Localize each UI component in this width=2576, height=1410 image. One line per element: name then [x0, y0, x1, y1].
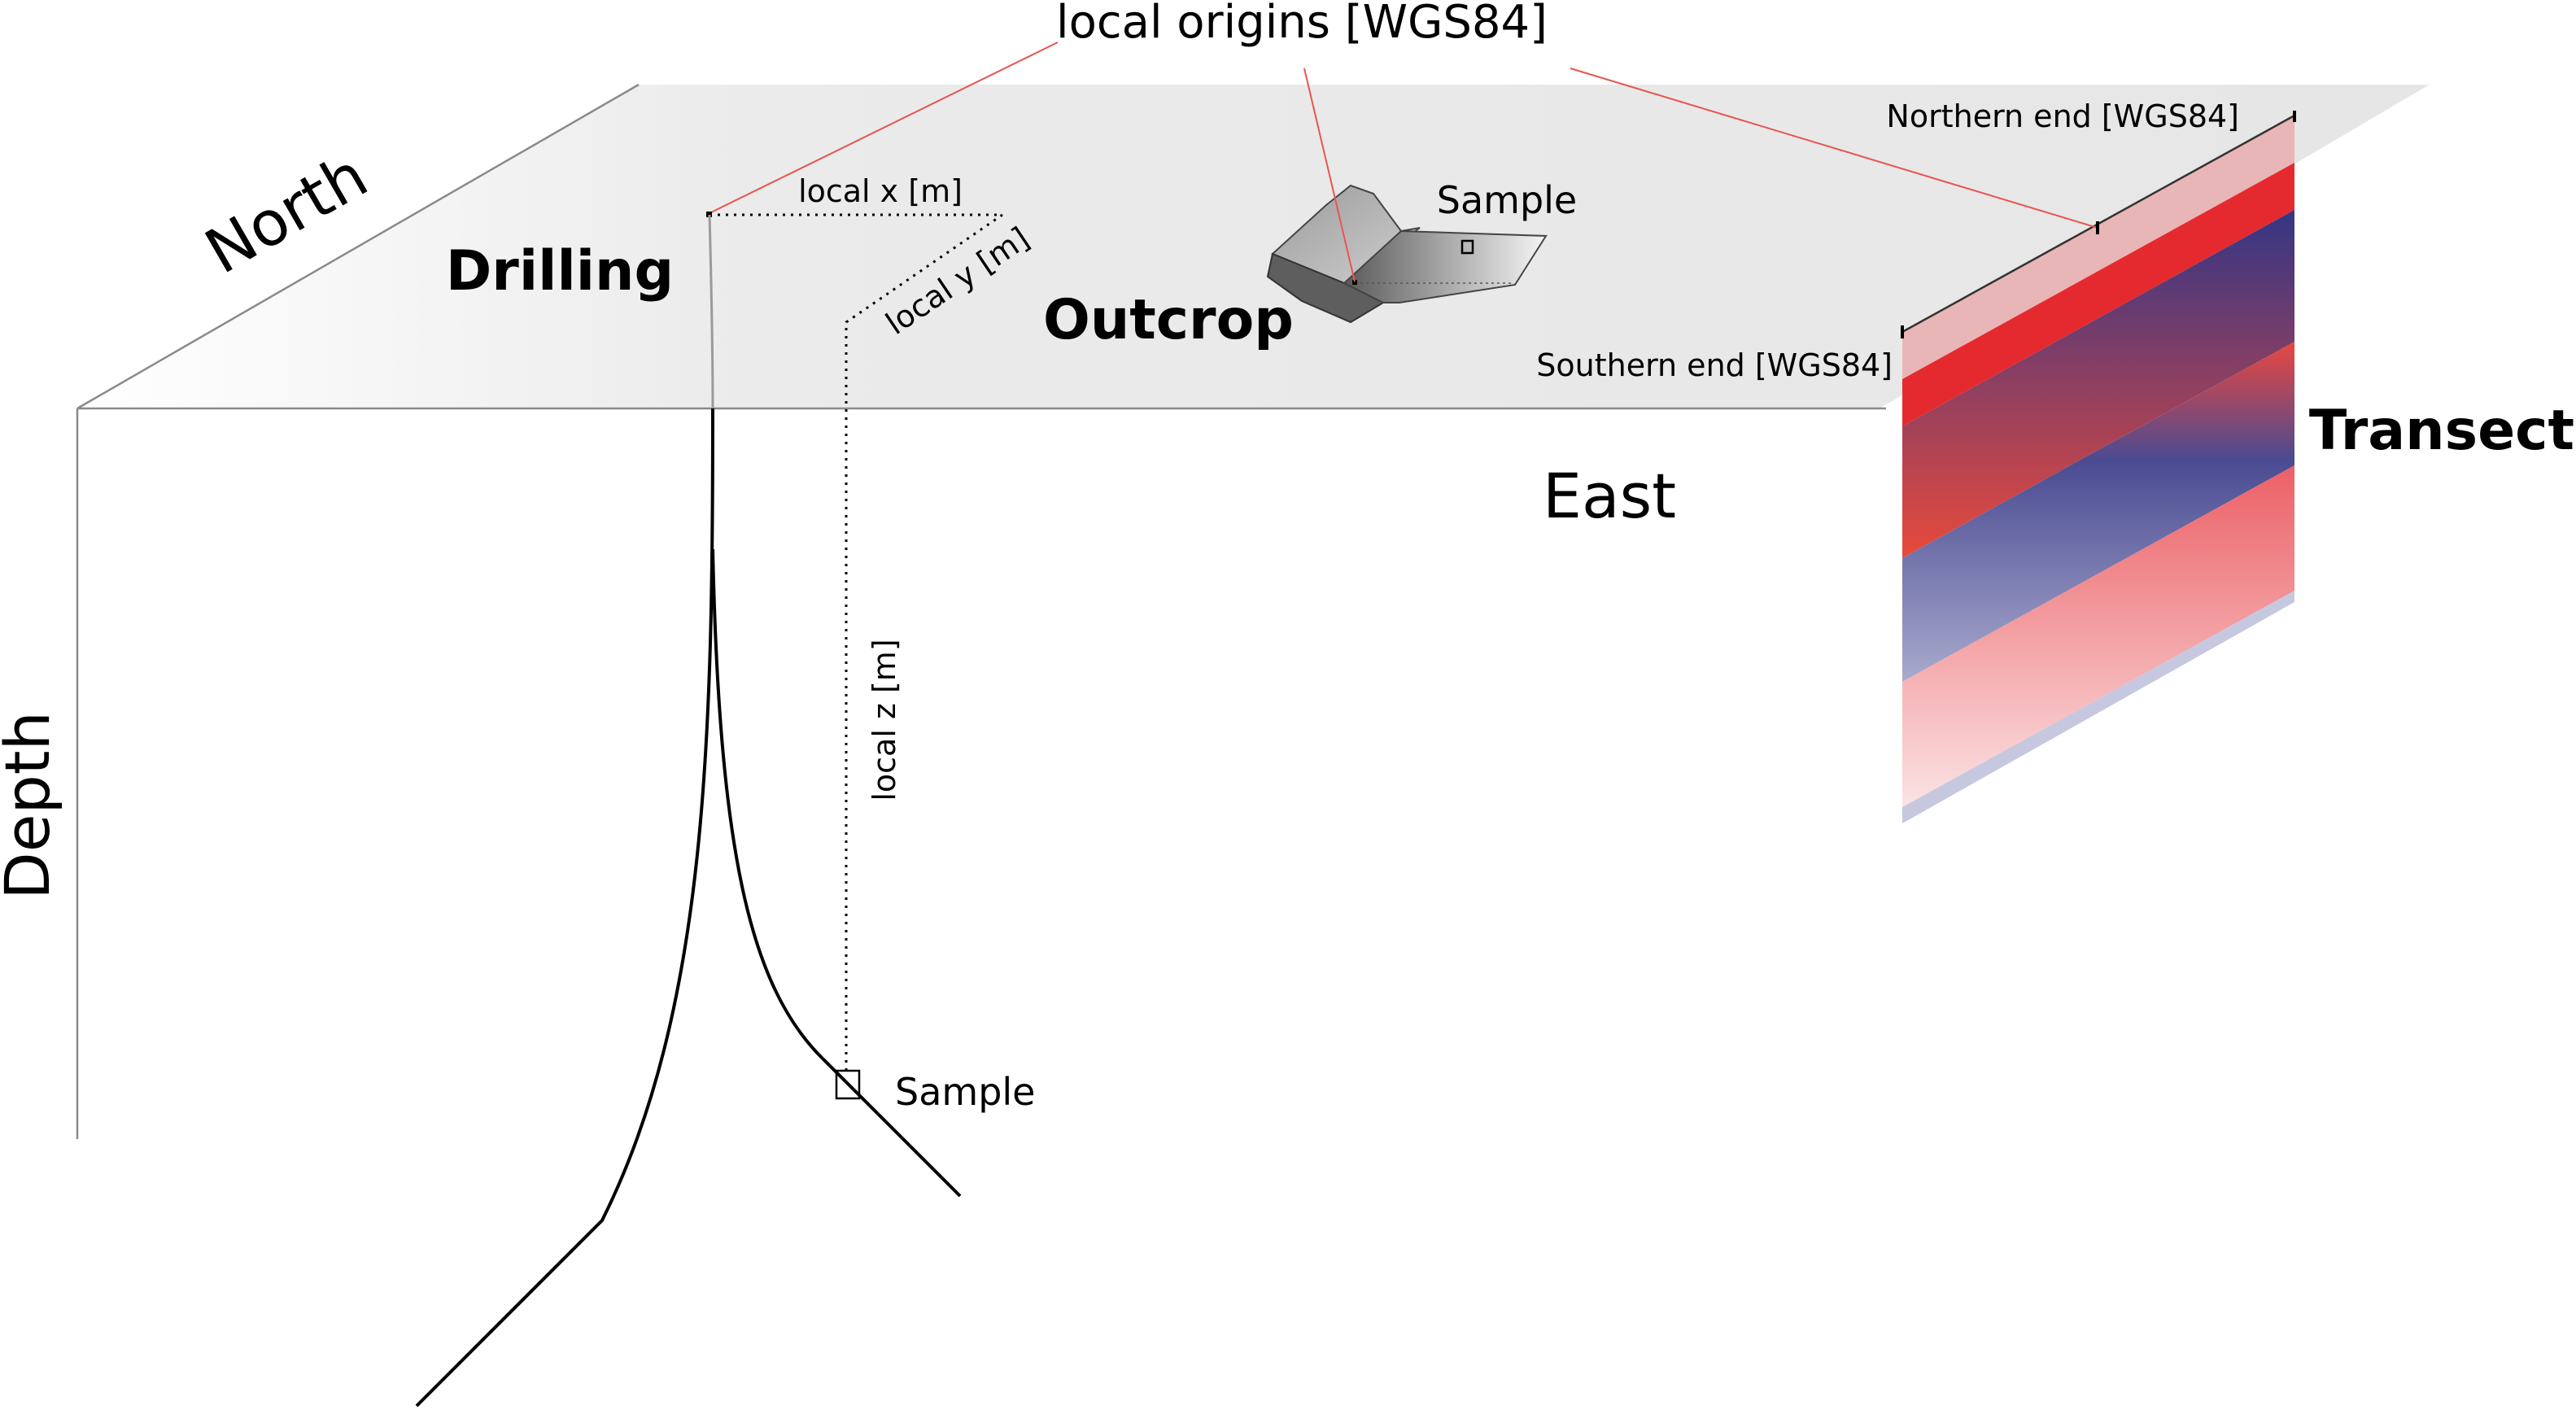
leader-line-transect: [1570, 68, 2098, 229]
northern-end-label: Northern end [WGS84]: [1886, 98, 2239, 134]
transect-blue-band: [1902, 210, 2294, 558]
drilling-label: Drilling: [446, 239, 674, 303]
outcrop-label: Outcrop: [1043, 288, 1294, 352]
leader-line-outcrop: [1303, 68, 1356, 282]
surface-plane: [77, 85, 2430, 408]
transect-pale-band: [1902, 591, 2294, 823]
leader-line-drilling: [709, 41, 1059, 214]
outcrop-rock: [1266, 184, 1548, 324]
drilling-sample-box: [835, 1069, 861, 1100]
north-axis-line: [76, 83, 640, 410]
local-z-label: local z [m]: [867, 639, 902, 801]
local-origins-label: local origins [WGS84]: [1056, 0, 1548, 49]
drilling-well-upper: [708, 214, 714, 409]
outcrop-sample-box: [1460, 239, 1474, 255]
transect-label: Transect: [2309, 399, 2574, 463]
drilling-well-path-right: [711, 548, 962, 1198]
drilling-sample-label: Sample: [895, 1070, 1035, 1114]
southern-end-label: Southern end [WGS84]: [1536, 347, 1893, 383]
local-x-y-dotted-frame: [709, 213, 1006, 1074]
local-x-label: local x [m]: [798, 173, 963, 209]
rock-body: [1343, 229, 1548, 303]
transect-red-band: [1902, 163, 2294, 426]
east-label: East: [1543, 460, 1676, 532]
outcrop-sample-label: Sample: [1437, 178, 1577, 222]
transect-panel: [1901, 111, 2296, 823]
outcrop-origin-point: [1352, 280, 1357, 285]
drilling-origin-point: [706, 212, 712, 217]
transect-top-band: [1902, 116, 2294, 379]
transect-blue-band-2: [1902, 342, 2294, 682]
drilling-well-path-left: [415, 408, 714, 1408]
transect-pink-band: [1902, 465, 2294, 807]
depth-label: Depth: [0, 711, 63, 900]
